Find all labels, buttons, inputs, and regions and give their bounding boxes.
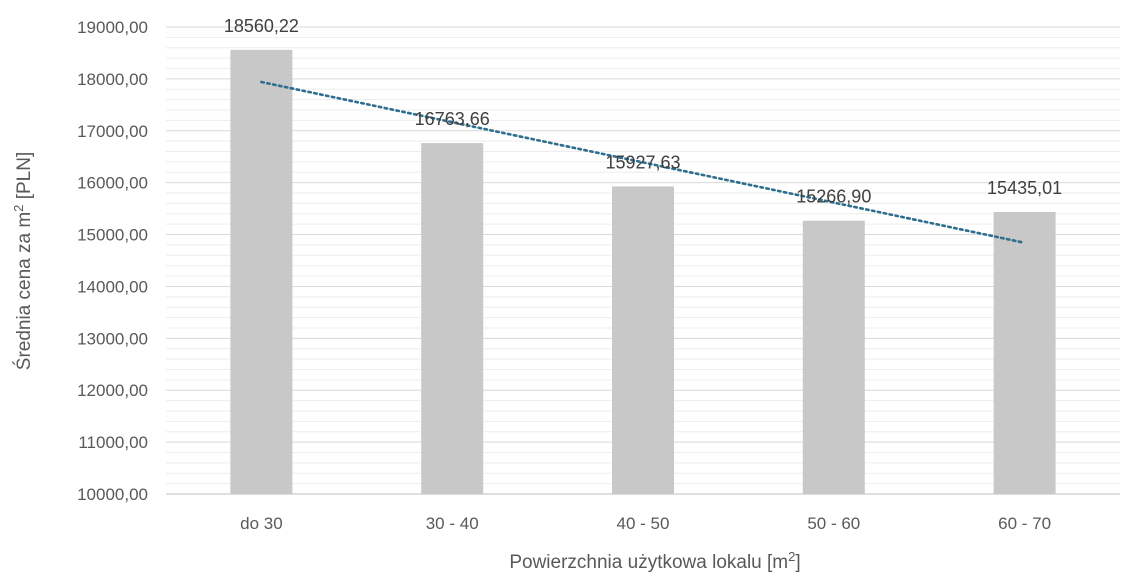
x-tick-label: 30 - 40 <box>426 514 479 533</box>
x-axis-ticks: do 30 30 - 40 40 - 50 50 - 60 60 - 70 <box>240 514 1051 533</box>
data-label-3: 15927,63 <box>605 152 680 172</box>
y-tick-label: 11000,00 <box>78 433 148 452</box>
bar-2 <box>421 143 484 494</box>
x-tick-label: do 30 <box>240 514 283 533</box>
data-labels: 18560,22 16763,66 15927,63 15266,90 15435,01 <box>224 16 1062 207</box>
y-tick-label: 15000,00 <box>77 226 148 245</box>
y-tick-label: 18000,00 <box>77 70 148 89</box>
bar-4 <box>802 220 865 494</box>
bar-5 <box>993 211 1056 494</box>
bar-3 <box>612 186 674 494</box>
y-axis-ticks: 10000,00 11000,00 12000,00 13000,00 14000,00… <box>77 18 148 504</box>
data-label-4: 15266,90 <box>796 187 871 207</box>
y-tick-label: 17000,00 <box>77 122 148 141</box>
y-axis-title: Średnia cena za m2 [PLN] <box>11 152 35 370</box>
trendline-line <box>260 80 1026 245</box>
bar-1 <box>230 49 293 494</box>
y-tick-label: 14000,00 <box>77 277 148 296</box>
x-tick-label: 40 - 50 <box>617 514 670 533</box>
data-label-2: 16763,66 <box>415 109 490 129</box>
x-tick-label: 50 - 60 <box>807 514 860 533</box>
bars <box>230 49 1056 494</box>
data-label-1: 18560,22 <box>224 16 299 36</box>
data-label-5: 15435,01 <box>987 178 1062 198</box>
y-tick-label: 13000,00 <box>77 329 148 348</box>
y-tick-label: 16000,00 <box>77 174 148 193</box>
x-tick-label: 60 - 70 <box>998 514 1051 533</box>
y-tick-label: 10000,00 <box>77 485 148 504</box>
y-tick-label: 12000,00 <box>77 381 148 400</box>
x-axis-title: Powierzchnia użytkowa lokalu [m2] <box>509 549 800 573</box>
trendline <box>260 80 1026 245</box>
y-tick-label: 19000,00 <box>77 18 148 37</box>
